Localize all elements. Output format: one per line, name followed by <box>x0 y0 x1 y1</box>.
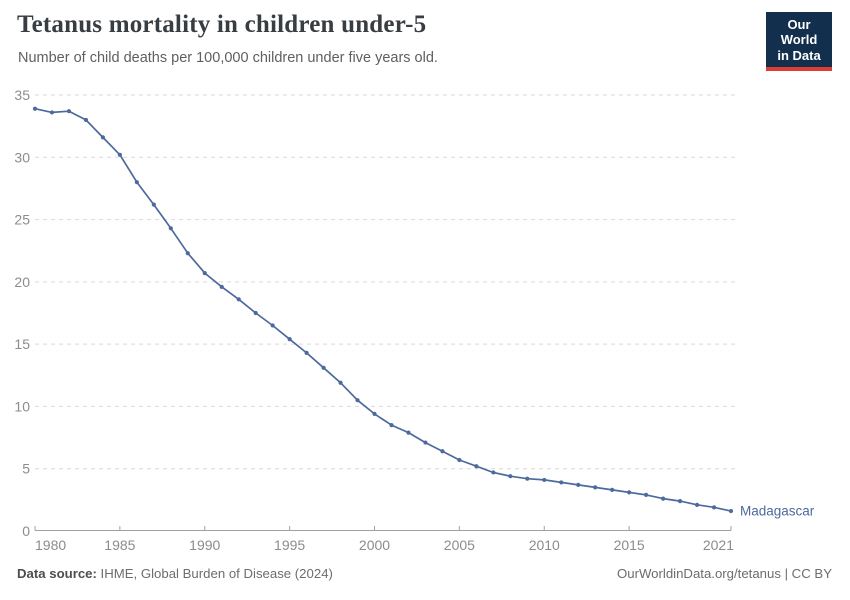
data-point <box>117 152 122 157</box>
data-point <box>355 398 360 403</box>
y-tick-label: 35 <box>14 87 30 103</box>
x-tick-label: 2000 <box>359 537 390 553</box>
data-point <box>168 226 173 231</box>
footer-link[interactable]: OurWorldinData.org/tetanus | CC BY <box>616 566 832 581</box>
y-tick-label: 5 <box>22 461 30 477</box>
data-source-label: Data source: <box>17 566 97 581</box>
data-point <box>406 430 411 435</box>
y-tick-label: 15 <box>14 336 30 352</box>
x-tick-label: 1990 <box>189 537 220 553</box>
data-point <box>491 470 496 475</box>
data-point <box>627 490 632 495</box>
data-point <box>440 449 445 454</box>
x-tick-label: 1985 <box>104 537 135 553</box>
owid-logo-line2: in Data <box>777 47 821 63</box>
footer: Data source: IHME, Global Burden of Dise… <box>17 566 832 581</box>
page-title: Tetanus mortality in children under-5 <box>17 11 427 38</box>
series-line <box>34 107 732 512</box>
data-point <box>593 485 598 490</box>
data-point <box>542 477 547 483</box>
y-tick-label: 20 <box>14 274 30 290</box>
data-point <box>525 476 530 481</box>
data-point <box>372 411 377 417</box>
data-point <box>100 135 106 140</box>
page-subtitle: Number of child deaths per 100,000 child… <box>18 50 438 66</box>
data-point <box>287 337 292 342</box>
data-point <box>83 117 89 123</box>
data-point <box>49 110 55 115</box>
y-tick-label: 0 <box>22 523 30 539</box>
data-point <box>694 502 700 507</box>
owid-logo-line1: Our World <box>780 17 818 48</box>
data-point <box>474 464 479 469</box>
y-tick-label: 30 <box>14 149 30 165</box>
data-point <box>711 505 717 510</box>
y-tick-label: 25 <box>14 212 30 228</box>
data-point <box>644 492 649 497</box>
data-point <box>576 482 581 488</box>
data-source-text: IHME, Global Burden of Disease (2024) <box>96 566 333 581</box>
data-point <box>236 297 241 302</box>
data-point <box>457 457 462 463</box>
data-point <box>151 202 156 207</box>
data-point <box>66 109 72 114</box>
x-tick-label: 1980 <box>35 537 66 553</box>
data-point <box>32 106 38 111</box>
x-tick-label: 2010 <box>529 537 560 553</box>
x-tick-label: 2015 <box>614 537 645 553</box>
x-tick-label: 1995 <box>274 537 305 553</box>
data-point <box>677 499 683 504</box>
y-tick-label: 10 <box>14 398 30 414</box>
data-point <box>389 423 394 428</box>
data-point <box>728 508 734 514</box>
data-point <box>202 271 207 276</box>
data-point <box>559 480 564 485</box>
data-point <box>660 496 666 501</box>
x-tick-label: 2021 <box>703 537 734 553</box>
x-tick-label: 2005 <box>444 537 475 553</box>
data-point <box>270 323 275 328</box>
data-point <box>338 380 343 385</box>
data-point <box>610 487 615 492</box>
owid-logo[interactable]: Our World in Data <box>766 12 832 71</box>
data-source-line: Data source: IHME, Global Burden of Dise… <box>17 566 333 581</box>
series-end-label: Madagascar <box>740 504 815 519</box>
data-point <box>134 180 139 185</box>
data-point <box>508 474 513 479</box>
data-point <box>423 440 428 445</box>
data-point <box>185 251 190 256</box>
data-point <box>321 365 326 370</box>
data-point <box>253 310 258 316</box>
data-point <box>219 284 224 289</box>
data-point <box>304 350 309 355</box>
